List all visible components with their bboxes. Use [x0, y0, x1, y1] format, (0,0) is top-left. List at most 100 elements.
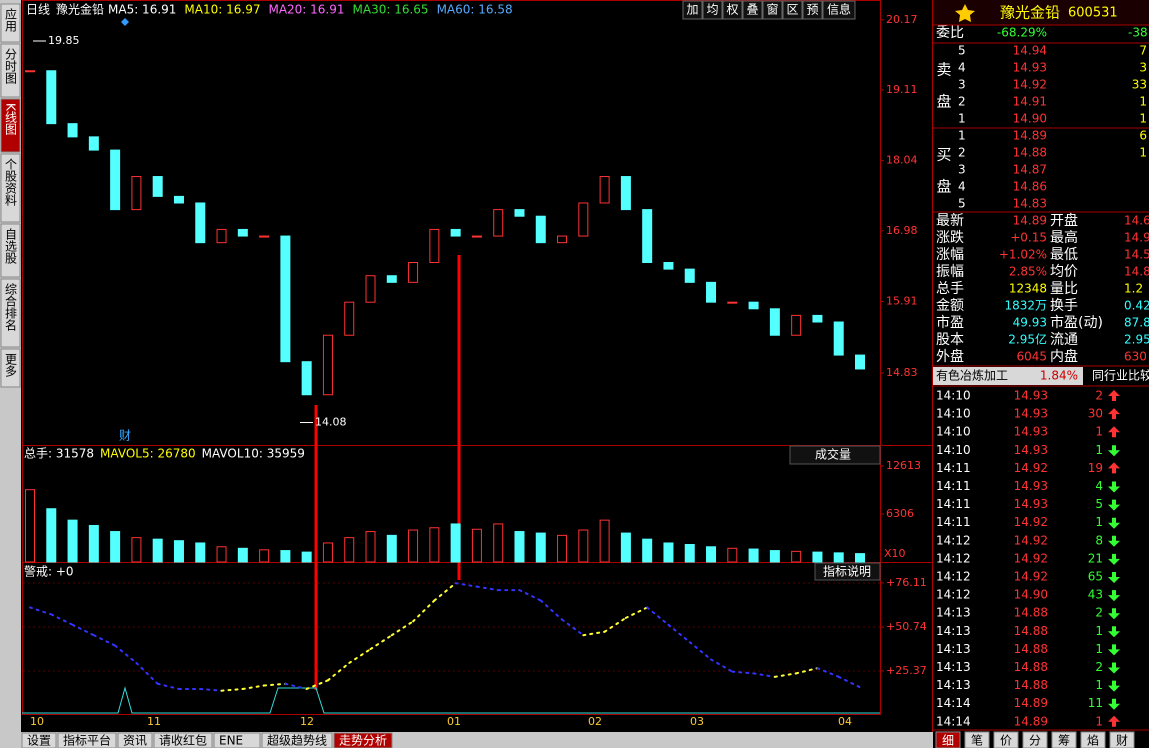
bottom-tab-label[interactable]: 指标平台	[63, 733, 111, 748]
quote-tab-label[interactable]: 分	[1029, 734, 1041, 748]
sidebar-label[interactable]: 个股资料	[4, 158, 18, 206]
stat-label: 涨幅	[936, 247, 964, 263]
quote-tab[interactable]	[1022, 731, 1048, 748]
bottom-tab[interactable]	[153, 732, 213, 748]
quote-tab-label[interactable]: 细	[942, 734, 954, 748]
toolbar-button[interactable]	[782, 0, 803, 20]
y-tick-label: +50.74	[886, 620, 927, 633]
toolbar-button[interactable]	[762, 0, 783, 20]
volume-bar	[812, 551, 823, 563]
toolbar-label[interactable]: 预	[806, 3, 818, 17]
volume-bar	[365, 531, 376, 563]
bottom-tab-label[interactable]: 请收红包	[159, 733, 207, 748]
toolbar-label[interactable]: 加	[686, 3, 698, 17]
trade-volume: 2	[1095, 389, 1103, 403]
toolbar-button[interactable]	[682, 0, 703, 20]
toolbar-label[interactable]: 叠	[746, 3, 758, 17]
trade-time: 14:12	[936, 533, 971, 547]
quote-tab[interactable]	[1109, 731, 1135, 748]
industry-link[interactable]: 同行业比较	[1092, 368, 1149, 383]
quote-tab[interactable]	[1051, 731, 1077, 748]
bottom-tab[interactable]	[261, 732, 333, 748]
volume-bar	[216, 546, 227, 563]
bottom-tab-label[interactable]: ENE	[219, 734, 243, 748]
toolbar-button[interactable]	[822, 0, 856, 20]
quote-tab-label[interactable]: 焰	[1087, 733, 1099, 748]
sidebar-label[interactable]: 更多	[4, 353, 18, 378]
trade-volume: 21	[1088, 551, 1103, 565]
candle	[152, 176, 163, 197]
quote-tab[interactable]	[1080, 731, 1106, 748]
sidebar-tab[interactable]	[0, 223, 21, 278]
sidebar-tab[interactable]	[0, 43, 21, 98]
level: 1	[958, 112, 966, 126]
level: 2	[958, 95, 966, 109]
sidebar-tab[interactable]	[0, 348, 21, 388]
button[interactable]	[814, 562, 881, 581]
stat-label: 换手	[1050, 297, 1078, 314]
bottom-tab[interactable]	[21, 732, 57, 748]
volume-bar	[684, 543, 695, 563]
bottom-tab[interactable]	[117, 732, 153, 748]
quote-code: 600531	[1068, 6, 1118, 21]
bottom-tab[interactable]	[57, 732, 117, 748]
toolbar-label[interactable]: 信息	[827, 2, 851, 17]
toolbar-label[interactable]: 权	[726, 3, 738, 17]
candle	[386, 275, 397, 283]
stat-value: 0.42	[1124, 299, 1149, 313]
quote-tab-label[interactable]: 筹	[1058, 734, 1070, 748]
volume-bar	[25, 489, 35, 563]
bottom-tab-label[interactable]: 走势分析	[339, 734, 387, 748]
stat-label: 流通	[1050, 332, 1078, 348]
indicator-segment	[390, 620, 415, 637]
volume-bar	[131, 537, 142, 563]
weibi-diff: -38	[1128, 26, 1148, 40]
sidebar-tab[interactable]	[0, 98, 21, 153]
x-tick-label: 12	[300, 715, 314, 728]
industry-change: 1.84%	[1040, 369, 1078, 383]
toolbar-button[interactable]	[742, 0, 763, 20]
quote-tab-label[interactable]: 财	[1116, 734, 1128, 748]
toolbar-label[interactable]: 窗	[766, 3, 778, 17]
sidebar-tab[interactable]	[0, 278, 21, 348]
sidebar-tab[interactable]	[0, 3, 21, 43]
level: 5	[958, 197, 966, 211]
sidebar-label[interactable]: 综合排名	[4, 283, 18, 331]
trade-arrow	[1108, 445, 1120, 457]
toolbar-label[interactable]: 区	[786, 3, 798, 17]
x-tick-label: 03	[690, 715, 704, 728]
volume-bar	[195, 542, 206, 563]
sidebar-label[interactable]: 分时图	[4, 48, 18, 84]
weibi-value: -68.29%	[997, 26, 1047, 40]
stat-label: 均价	[1050, 264, 1078, 280]
trade-volume: 11	[1088, 696, 1103, 710]
trade-arrow	[1108, 408, 1120, 420]
dropdown-label[interactable]: 成交量	[815, 447, 851, 462]
bottom-tab[interactable]	[213, 732, 261, 748]
candle	[67, 123, 78, 138]
button-label[interactable]: 指标说明	[823, 564, 871, 579]
quote-tab-label[interactable]: 笔	[971, 733, 983, 748]
trade-time: 14:13	[936, 606, 971, 620]
y-tick-label: 14.83	[886, 366, 918, 379]
toolbar-label[interactable]: 均	[706, 3, 718, 17]
bottom-tab-label[interactable]: 超级趋势线	[267, 733, 327, 748]
bottom-tab[interactable]	[333, 732, 393, 748]
toolbar-button[interactable]	[802, 0, 823, 20]
quote-tab[interactable]	[964, 731, 990, 748]
quote-tab[interactable]	[993, 731, 1019, 748]
dropdown[interactable]	[789, 445, 881, 465]
sidebar-label[interactable]: 自选股	[4, 228, 18, 265]
sidebar-label[interactable]: K线图	[4, 103, 18, 135]
candle	[663, 262, 674, 270]
quote-tab[interactable]	[935, 731, 961, 748]
bottom-tab-label[interactable]: 设置	[27, 734, 51, 748]
sidebar-label[interactable]: 应用	[4, 7, 18, 33]
toolbar-button[interactable]	[702, 0, 723, 20]
trade-volume: 5	[1095, 497, 1103, 511]
candle	[535, 215, 546, 244]
bottom-tab-label[interactable]: 资讯	[123, 734, 147, 748]
quote-tab-label[interactable]: 价	[1000, 734, 1012, 748]
toolbar-button[interactable]	[722, 0, 743, 20]
sidebar-tab[interactable]	[0, 153, 21, 223]
